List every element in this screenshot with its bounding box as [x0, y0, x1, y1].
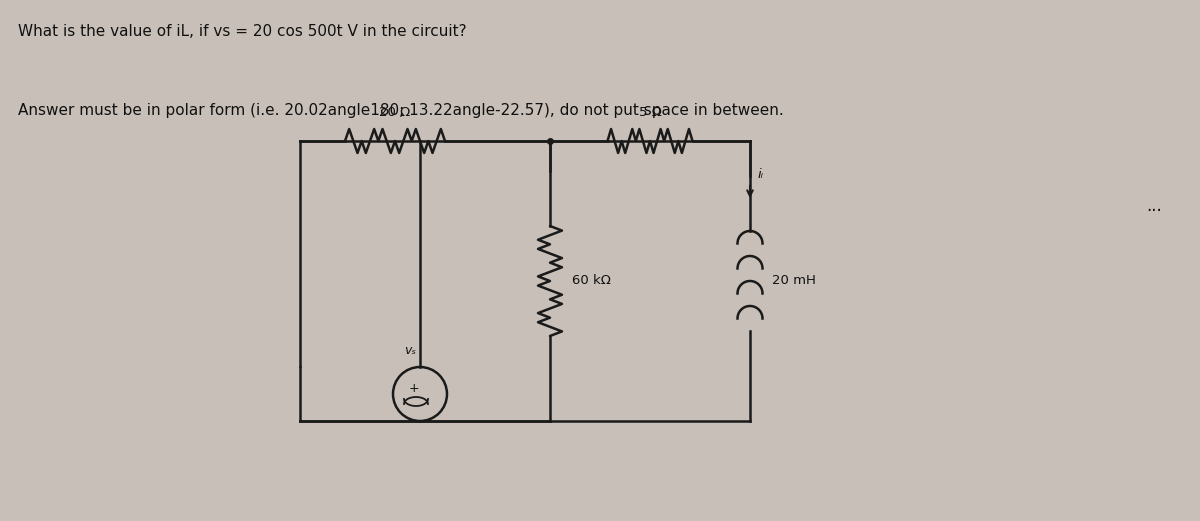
Text: iₗ: iₗ — [758, 168, 764, 181]
Text: 5 Ω: 5 Ω — [638, 106, 661, 119]
Text: Answer must be in polar form (i.e. 20.02angle180; 13.22angle-22.57), do not put : Answer must be in polar form (i.e. 20.02… — [18, 103, 784, 118]
Text: vₛ: vₛ — [404, 344, 416, 357]
Text: 20 mH: 20 mH — [772, 275, 816, 288]
Text: +: + — [409, 382, 419, 395]
Text: What is the value of iL, if vs = 20 cos 500t V in the circuit?: What is the value of iL, if vs = 20 cos … — [18, 24, 467, 40]
Text: 20 Ω: 20 Ω — [379, 106, 410, 119]
Text: ...: ... — [1146, 197, 1162, 215]
Text: 60 kΩ: 60 kΩ — [572, 275, 611, 288]
